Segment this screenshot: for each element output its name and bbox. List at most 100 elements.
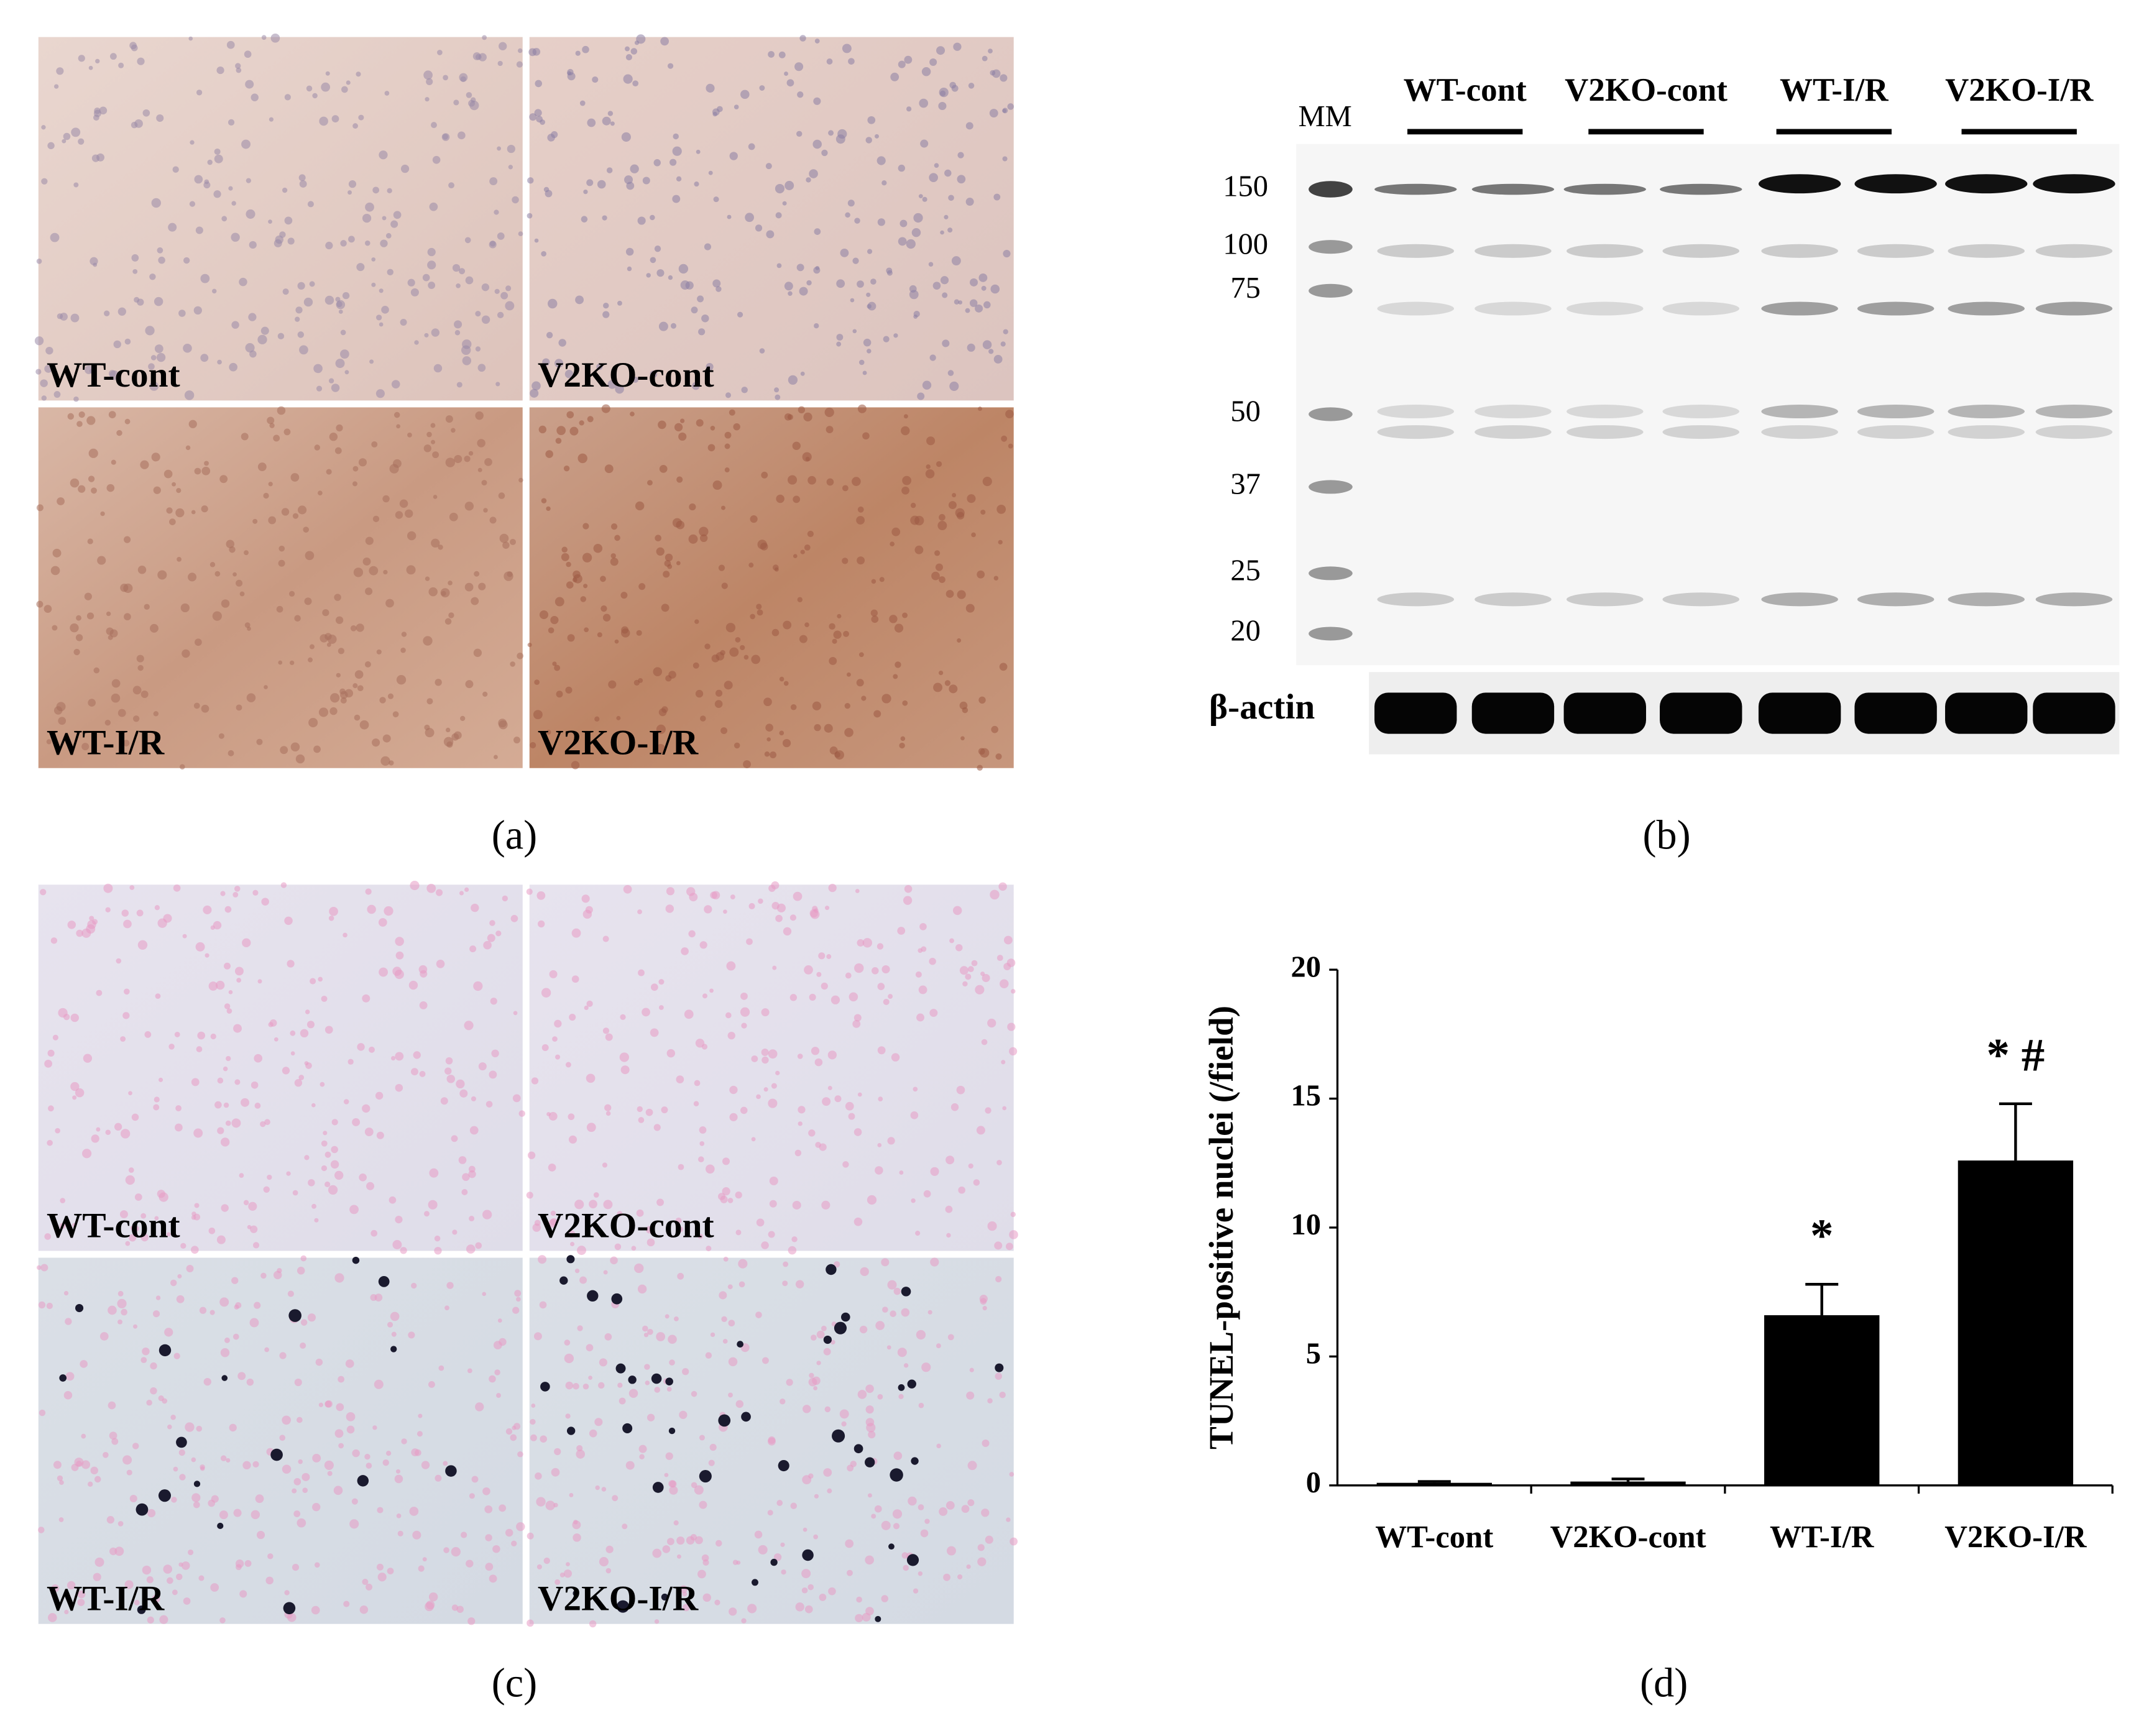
- cell: [797, 597, 803, 602]
- cell: [576, 1449, 586, 1459]
- cell: [163, 469, 173, 479]
- cell: [216, 980, 225, 990]
- cell: [962, 707, 968, 714]
- panel-caption: (d): [1640, 1660, 1688, 1706]
- cell: [426, 1601, 435, 1610]
- cell: [980, 1298, 987, 1305]
- cell: [191, 510, 196, 515]
- cell: [228, 119, 235, 126]
- tunel-nucleus: [853, 1444, 863, 1454]
- cell: [239, 277, 247, 287]
- cell: [829, 623, 835, 630]
- cell: [728, 1320, 735, 1327]
- cell: [431, 439, 436, 444]
- cell: [892, 1509, 903, 1519]
- cell: [866, 292, 871, 297]
- cell: [467, 1368, 472, 1374]
- cell: [497, 1318, 502, 1323]
- cell: [88, 699, 96, 707]
- cell: [387, 1321, 393, 1328]
- cell: [711, 891, 720, 899]
- cell: [532, 1223, 541, 1232]
- cell: [499, 1338, 507, 1346]
- cell: [252, 1461, 259, 1467]
- marker-band: [1309, 566, 1353, 581]
- cell: [391, 380, 400, 388]
- cell: [1006, 958, 1016, 967]
- cell: [314, 444, 321, 451]
- cell: [287, 960, 295, 968]
- cell: [438, 1365, 444, 1371]
- cell: [468, 451, 474, 456]
- cell: [182, 934, 187, 939]
- cell: [1002, 108, 1008, 114]
- cell: [712, 480, 722, 490]
- cell: [309, 644, 315, 650]
- cell: [947, 227, 953, 233]
- tunel-nucleus: [540, 1382, 550, 1392]
- cell: [382, 216, 387, 221]
- tunel-nucleus: [136, 1503, 149, 1516]
- cell: [278, 660, 283, 665]
- cell: [857, 1390, 867, 1399]
- cell: [387, 188, 392, 193]
- cell: [434, 1235, 441, 1242]
- cell: [274, 1037, 278, 1042]
- cell: [229, 1423, 237, 1432]
- cell: [340, 240, 347, 247]
- cell: [349, 1519, 359, 1529]
- cell: [898, 237, 907, 246]
- cell: [248, 313, 257, 321]
- tunel-nucleus: [911, 1457, 919, 1465]
- cell: [53, 1461, 62, 1469]
- cell: [129, 1494, 137, 1503]
- cell: [645, 1226, 653, 1234]
- cell: [932, 282, 941, 290]
- cell: [664, 1472, 669, 1477]
- cell: [761, 1008, 770, 1017]
- cell: [324, 1460, 334, 1470]
- cell: [235, 1302, 242, 1309]
- cell: [326, 642, 331, 647]
- cell: [131, 1113, 139, 1121]
- cell: [867, 116, 876, 124]
- cell: [249, 1318, 259, 1328]
- cell: [939, 576, 945, 583]
- cell: [517, 48, 523, 53]
- cell: [601, 1487, 607, 1492]
- cell: [459, 891, 464, 896]
- cell: [219, 475, 228, 484]
- cell: [93, 667, 100, 674]
- cell: [577, 453, 587, 464]
- cell: [961, 1505, 970, 1513]
- cell: [374, 1379, 384, 1389]
- cell: [320, 634, 328, 643]
- cell: [1011, 989, 1016, 994]
- cell: [254, 1302, 261, 1309]
- cell: [298, 174, 306, 181]
- cell: [787, 475, 798, 485]
- cell: [783, 681, 789, 686]
- cell: [468, 99, 475, 107]
- cell: [252, 518, 258, 524]
- cell: [335, 296, 341, 302]
- cell: [716, 106, 723, 113]
- cell: [877, 1046, 886, 1055]
- cell: [298, 1459, 303, 1464]
- cell: [464, 502, 474, 511]
- cell: [233, 1509, 242, 1517]
- cell: [288, 590, 295, 597]
- cell: [217, 1077, 224, 1084]
- cell: [325, 241, 333, 250]
- tunel-nucleus: [907, 1379, 916, 1389]
- cell: [1000, 979, 1009, 988]
- cell: [407, 531, 416, 541]
- cell: [765, 163, 772, 170]
- cell: [605, 1545, 614, 1553]
- cell: [499, 1504, 507, 1512]
- cell: [362, 1579, 369, 1586]
- band: [1660, 183, 1742, 195]
- band: [1475, 425, 1552, 439]
- cell: [431, 328, 440, 337]
- cell: [338, 310, 343, 314]
